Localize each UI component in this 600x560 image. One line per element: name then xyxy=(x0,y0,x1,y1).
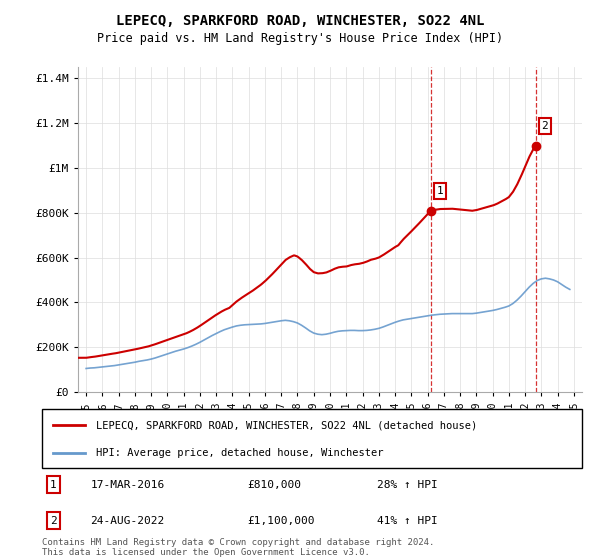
Text: 1: 1 xyxy=(436,186,443,196)
FancyBboxPatch shape xyxy=(42,409,582,468)
Text: HPI: Average price, detached house, Winchester: HPI: Average price, detached house, Winc… xyxy=(96,448,383,458)
Text: 17-MAR-2016: 17-MAR-2016 xyxy=(91,479,165,489)
Text: Price paid vs. HM Land Registry's House Price Index (HPI): Price paid vs. HM Land Registry's House … xyxy=(97,32,503,45)
Text: 28% ↑ HPI: 28% ↑ HPI xyxy=(377,479,437,489)
Text: 2: 2 xyxy=(50,516,57,526)
Text: £810,000: £810,000 xyxy=(247,479,301,489)
Text: 2: 2 xyxy=(541,121,548,131)
Text: 1: 1 xyxy=(50,479,57,489)
Text: Contains HM Land Registry data © Crown copyright and database right 2024.
This d: Contains HM Land Registry data © Crown c… xyxy=(42,538,434,557)
Text: £1,100,000: £1,100,000 xyxy=(247,516,314,526)
Text: LEPECQ, SPARKFORD ROAD, WINCHESTER, SO22 4NL (detached house): LEPECQ, SPARKFORD ROAD, WINCHESTER, SO22… xyxy=(96,420,477,430)
Text: LEPECQ, SPARKFORD ROAD, WINCHESTER, SO22 4NL: LEPECQ, SPARKFORD ROAD, WINCHESTER, SO22… xyxy=(116,14,484,28)
Text: 24-AUG-2022: 24-AUG-2022 xyxy=(91,516,165,526)
Text: 41% ↑ HPI: 41% ↑ HPI xyxy=(377,516,437,526)
